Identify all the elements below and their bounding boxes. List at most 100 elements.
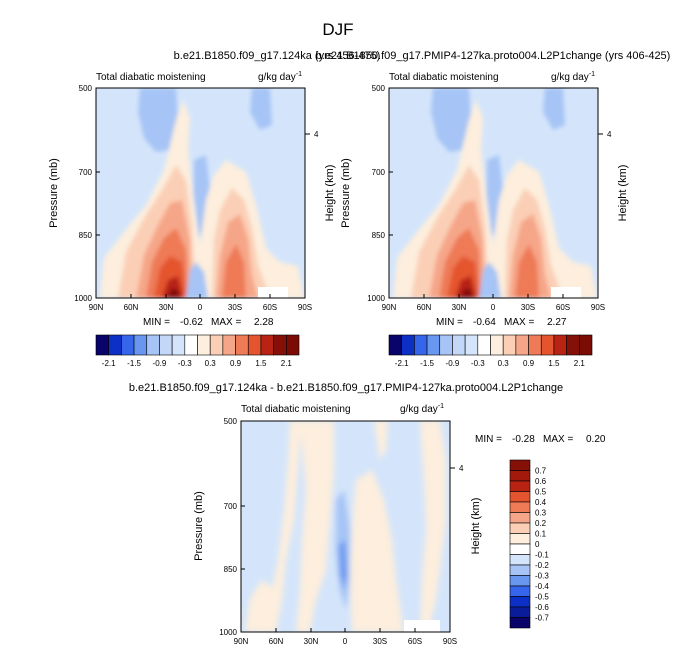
panel-2-region-neg-upper-left xyxy=(431,88,471,152)
panel-3-ytick: 850 xyxy=(224,565,238,574)
panel-3-ytick: 500 xyxy=(224,417,238,426)
panel-1-height-axis: 4 xyxy=(305,130,319,139)
colorbar-label: -0.3 xyxy=(535,572,549,581)
panel-2-region-neg-surface xyxy=(479,262,501,298)
panel-3-xtick: 30S xyxy=(373,637,387,646)
colorbar-box xyxy=(260,334,274,356)
colorbar-box xyxy=(171,334,186,356)
colorbar-box xyxy=(509,533,531,545)
panel-3-units: g/kg day-1 xyxy=(400,403,444,415)
panel-3-colorbar: 0.70.6 0.50.4 0.30.2 0.10 -0.1-0.2 -0.3-0.4 -0… xyxy=(509,459,549,629)
panel-2-ytick: 850 xyxy=(372,231,386,240)
colorbar-label: -0.1 xyxy=(535,551,549,560)
colorbar-box xyxy=(401,334,415,356)
colorbar-label: 0.6 xyxy=(535,477,547,486)
panel-3-xtick: 0 xyxy=(343,637,348,646)
panel-2-region-pos0-strip xyxy=(469,100,483,150)
panel-3-ytick: 700 xyxy=(224,502,238,511)
panel-2-xtick: 90S xyxy=(591,303,605,312)
panel-3-xtick: 90S xyxy=(443,637,457,646)
colorbar-label: 0.9 xyxy=(230,359,242,368)
panel-2-region-pos6 xyxy=(460,288,473,298)
panel-2-height-axis: 4 xyxy=(598,130,612,139)
colorbar-box xyxy=(509,606,531,618)
panel-2-ytick: 700 xyxy=(372,168,386,177)
panel-3-height-tick: 4 xyxy=(459,464,464,473)
panel-3-xtick: 60N xyxy=(269,637,284,646)
colorbar-label: -0.4 xyxy=(535,582,549,591)
colorbar-label: -0.5 xyxy=(535,593,549,602)
panel-2: b.e21.B1850.f09_g17.PMIP4-127ka.proto004… xyxy=(316,50,671,368)
colorbar-label: 0.2 xyxy=(535,519,547,528)
colorbar-label: 0.3 xyxy=(205,359,217,368)
colorbar-label: 1.5 xyxy=(548,359,560,368)
panel-2-ylabel-right: Height (km) xyxy=(617,165,629,222)
panel-1-xtick: 60S xyxy=(263,303,277,312)
panel-2-region-neg-upper-right xyxy=(543,88,565,130)
panel-3-region-pos-upper-right xyxy=(374,421,388,460)
colorbar-box xyxy=(426,334,441,356)
panel-3-region-neg-core xyxy=(339,540,347,590)
colorbar-label: 1.5 xyxy=(255,359,267,368)
panel-3-region-pos-mid-left xyxy=(296,421,334,632)
colorbar-box xyxy=(184,334,198,356)
colorbar-box xyxy=(464,334,479,356)
colorbar-box xyxy=(108,334,122,356)
colorbar-box xyxy=(509,617,531,629)
colorbar-label: -0.6 xyxy=(535,603,549,612)
panel-2-height-tick: 4 xyxy=(607,130,612,139)
panel-1-missing-data xyxy=(258,287,288,298)
panel-2-missing-data xyxy=(551,287,581,298)
colorbar-label: 0.7 xyxy=(535,467,547,476)
panel-2-ytick: 500 xyxy=(372,84,386,93)
panel-1-y-axis: 500 700 850 1000 xyxy=(74,84,100,303)
colorbar-label: -0.9 xyxy=(153,359,167,368)
colorbar-label: -0.9 xyxy=(446,359,460,368)
panel-3-ylabel-right: Height (km) xyxy=(470,498,482,555)
colorbar-label: -2.1 xyxy=(102,359,116,368)
colorbar-box xyxy=(490,334,504,356)
panel-1-xtick: 30N xyxy=(159,303,174,312)
panel-3-y-axis: 500 700 850 1000 xyxy=(219,417,245,637)
panel-3-x-axis: 90N 60N 30N 0 30S 60S 90S xyxy=(234,628,457,646)
panel-1-left-label: Total diabatic moistening xyxy=(96,72,206,83)
colorbar-label: -2.1 xyxy=(395,359,409,368)
colorbar-box xyxy=(146,334,160,356)
panel-3-region-pos-mid-right xyxy=(350,470,404,632)
colorbar-box xyxy=(515,334,529,356)
colorbar-box xyxy=(509,554,531,566)
panel-1-height-tick: 4 xyxy=(314,130,319,139)
colorbar-box xyxy=(509,596,531,608)
colorbar-box xyxy=(502,334,517,356)
panel-3-xtick: 90N xyxy=(234,637,249,646)
panel-2-units: g/kg day-1 xyxy=(551,71,595,83)
colorbar-box xyxy=(509,480,531,492)
colorbar-box xyxy=(159,334,173,356)
panel-1-xtick: 90N xyxy=(89,303,104,312)
colorbar-box xyxy=(509,575,531,587)
colorbar-box xyxy=(509,522,531,534)
panel-2-max-label: MAX = xyxy=(504,317,534,328)
panel-3-min-label: MIN = xyxy=(475,434,502,445)
colorbar-box xyxy=(286,334,300,356)
panel-1-region-pos3-right xyxy=(222,244,246,298)
panel-3: b.e21.B1850.f09_g17.124ka - b.e21.B1850.… xyxy=(129,382,606,646)
panel-1-xtick: 60N xyxy=(124,303,139,312)
colorbar-box xyxy=(388,334,402,356)
colorbar-box xyxy=(509,459,531,471)
panel-3-ytick: 1000 xyxy=(219,628,237,637)
colorbar-label: -1.5 xyxy=(420,359,434,368)
panel-1-max-label: MAX = xyxy=(211,317,241,328)
colorbar-box xyxy=(540,334,555,356)
panel-2-minmax: MIN = -0.64 MAX = 2.27 xyxy=(436,317,567,328)
panel-1-ylabel-right: Height (km) xyxy=(324,165,336,222)
colorbar-label: 0 xyxy=(535,540,540,549)
panel-2-colorbar: -2.1 -1.5 -0.9 -0.3 0.3 0.9 1.5 2.1 xyxy=(388,334,593,368)
panel-3-max-value: 0.20 xyxy=(586,434,606,445)
panel-2-xtick: 30S xyxy=(521,303,535,312)
colorbar-box xyxy=(197,334,211,356)
panel-1-min-value: -0.62 xyxy=(180,317,203,328)
colorbar-box xyxy=(509,564,531,576)
colorbar-box xyxy=(209,334,224,356)
panel-1-max-value: 2.28 xyxy=(254,317,274,328)
